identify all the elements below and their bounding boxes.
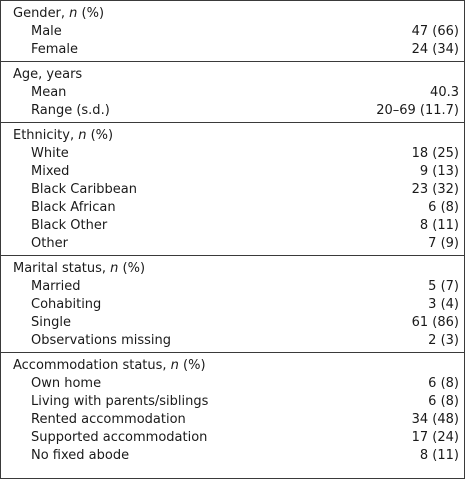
row-value: 8 (11) bbox=[419, 218, 459, 233]
heading-text: Age, years bbox=[13, 67, 83, 82]
row-value: 20–69 (11.7) bbox=[376, 103, 459, 118]
table-row: Range (s.d.) 20–69 (11.7) bbox=[1, 102, 464, 120]
heading-text: Gender, bbox=[13, 6, 70, 21]
row-value: 18 (25) bbox=[411, 146, 459, 161]
table-row: Other 7 (9) bbox=[1, 235, 464, 253]
table-row: Own home 6 (8) bbox=[1, 375, 464, 393]
heading-unit: (%) bbox=[86, 128, 114, 143]
row-value: 5 (7) bbox=[428, 279, 459, 294]
section-ethnicity: Ethnicity, n (%) White 18 (25) Mixed 9 (13… bbox=[1, 123, 464, 256]
row-value: 23 (32) bbox=[411, 182, 459, 197]
row-label: Black Other bbox=[31, 218, 108, 233]
table-row: Living with parents/siblings 6 (8) bbox=[1, 393, 464, 411]
table-row: Male 47 (66) bbox=[1, 23, 464, 41]
heading-text: Accommodation status, bbox=[13, 358, 171, 373]
row-label: Range (s.d.) bbox=[31, 103, 110, 118]
heading-n-symbol: n bbox=[78, 128, 87, 143]
table-row: Married 5 (7) bbox=[1, 278, 464, 296]
table-row: Female 24 (34) bbox=[1, 41, 464, 59]
row-label: Black Caribbean bbox=[31, 182, 138, 197]
row-value: 7 (9) bbox=[428, 236, 459, 251]
row-label: Mean bbox=[31, 85, 67, 100]
section-heading: Marital status, n (%) bbox=[1, 260, 464, 278]
table-row: Rented accommodation 34 (48) bbox=[1, 411, 464, 429]
row-label: Living with parents/siblings bbox=[31, 394, 209, 409]
table-row: Black African 6 (8) bbox=[1, 199, 464, 217]
table-row: Mean 40.3 bbox=[1, 84, 464, 102]
heading-text: Ethnicity, bbox=[13, 128, 79, 143]
row-label: Mixed bbox=[31, 164, 70, 179]
table-row: Black Caribbean 23 (32) bbox=[1, 181, 464, 199]
row-label: Supported accommodation bbox=[31, 430, 208, 445]
row-label: Female bbox=[31, 42, 79, 57]
table-row: Single 61 (86) bbox=[1, 314, 464, 332]
section-heading: Ethnicity, n (%) bbox=[1, 127, 464, 145]
section-heading: Age, years bbox=[1, 66, 464, 84]
row-label: Other bbox=[31, 236, 68, 251]
table-row: Black Other 8 (11) bbox=[1, 217, 464, 235]
table-row: White 18 (25) bbox=[1, 145, 464, 163]
section-marital-status: Marital status, n (%) Married 5 (7) Cohab… bbox=[1, 256, 464, 353]
row-value: 47 (66) bbox=[411, 24, 459, 39]
row-value: 6 (8) bbox=[428, 376, 459, 391]
heading-text: Marital status, bbox=[13, 261, 111, 276]
section-heading: Accommodation status, n (%) bbox=[1, 357, 464, 375]
row-label: Observations missing bbox=[31, 333, 171, 348]
row-label: Male bbox=[31, 24, 62, 39]
row-label: Cohabiting bbox=[31, 297, 102, 312]
row-value: 2 (3) bbox=[428, 333, 459, 348]
row-label: White bbox=[31, 146, 69, 161]
row-label: Own home bbox=[31, 376, 102, 391]
heading-n-symbol: n bbox=[170, 358, 179, 373]
table-row: Observations missing 2 (3) bbox=[1, 332, 464, 350]
row-value: 24 (34) bbox=[411, 42, 459, 57]
section-gender: Gender, n (%) Male 47 (66) Female 24 (34) bbox=[1, 1, 464, 62]
row-label: Rented accommodation bbox=[31, 412, 186, 427]
heading-unit: (%) bbox=[77, 6, 105, 21]
table-row: Mixed 9 (13) bbox=[1, 163, 464, 181]
heading-n-symbol: n bbox=[69, 6, 78, 21]
row-label: No fixed abode bbox=[31, 448, 130, 463]
table-row: Cohabiting 3 (4) bbox=[1, 296, 464, 314]
row-value: 9 (13) bbox=[419, 164, 459, 179]
row-value: 8 (11) bbox=[419, 448, 459, 463]
table-row: No fixed abode 8 (11) bbox=[1, 447, 464, 465]
heading-unit: (%) bbox=[118, 261, 146, 276]
row-value: 6 (8) bbox=[428, 394, 459, 409]
row-value: 34 (48) bbox=[411, 412, 459, 427]
heading-n-symbol: n bbox=[110, 261, 119, 276]
row-value: 3 (4) bbox=[428, 297, 459, 312]
section-age: Age, years Mean 40.3 Range (s.d.) 20–69 (1… bbox=[1, 62, 464, 123]
heading-unit: (%) bbox=[178, 358, 206, 373]
section-heading: Gender, n (%) bbox=[1, 5, 464, 23]
row-value: 40.3 bbox=[430, 85, 459, 100]
row-label: Single bbox=[31, 315, 71, 330]
row-label: Married bbox=[31, 279, 81, 294]
row-value: 61 (86) bbox=[411, 315, 459, 330]
table-row: Supported accommodation 17 (24) bbox=[1, 429, 464, 447]
row-label: Black African bbox=[31, 200, 116, 215]
section-accommodation-status: Accommodation status, n (%) Own home 6 (8… bbox=[1, 353, 464, 467]
row-value: 6 (8) bbox=[428, 200, 459, 215]
row-value: 17 (24) bbox=[411, 430, 459, 445]
